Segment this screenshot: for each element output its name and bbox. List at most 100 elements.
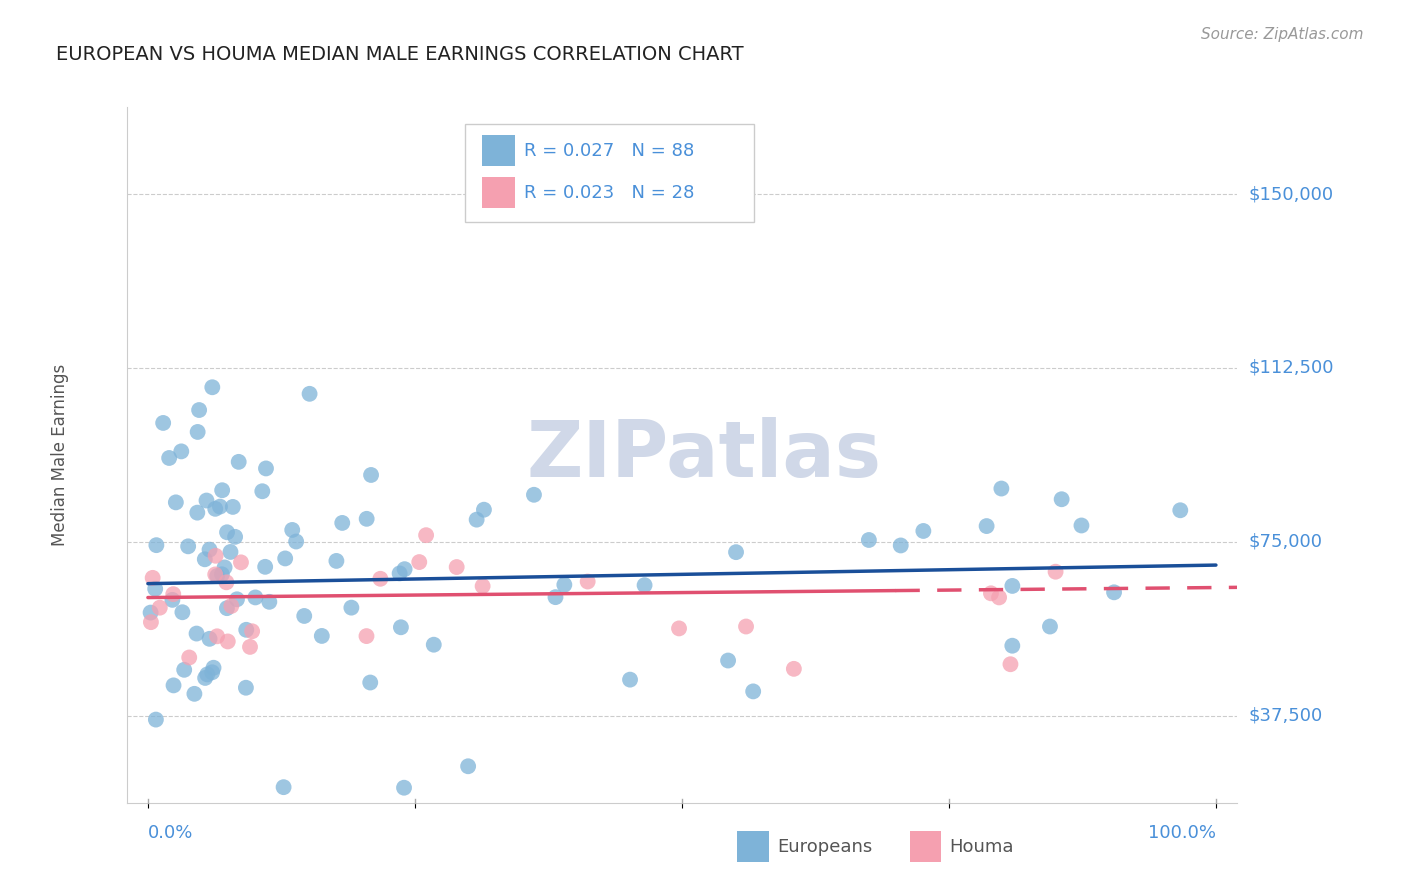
Point — [139, 606, 162, 620]
Point — [465, 513, 488, 527]
Point — [235, 681, 257, 695]
Bar — [482, 135, 515, 166]
Point — [195, 493, 218, 508]
Point — [215, 575, 238, 590]
Point — [186, 626, 208, 640]
Point — [229, 555, 252, 569]
Point — [858, 533, 880, 547]
Point — [457, 759, 479, 773]
Point — [208, 500, 231, 514]
Text: $150,000: $150,000 — [1249, 185, 1333, 203]
Point — [980, 586, 1002, 600]
Point — [292, 609, 315, 624]
Bar — [482, 177, 515, 208]
Point — [259, 595, 281, 609]
Point — [576, 574, 599, 589]
Point — [226, 592, 249, 607]
Point — [228, 455, 250, 469]
Point — [389, 620, 412, 634]
Point — [205, 629, 228, 643]
Point — [139, 615, 162, 629]
Point — [311, 629, 333, 643]
Point — [217, 634, 239, 648]
Point — [408, 555, 430, 569]
Point — [157, 450, 180, 465]
Text: $75,000: $75,000 — [1249, 533, 1323, 551]
Point — [912, 524, 935, 538]
Point — [281, 523, 304, 537]
Point — [177, 539, 200, 553]
Point — [340, 600, 363, 615]
Point — [717, 654, 740, 668]
Point — [152, 416, 174, 430]
Point — [394, 562, 416, 576]
Point — [162, 592, 184, 607]
Point — [274, 551, 297, 566]
Point — [149, 600, 172, 615]
Point — [890, 538, 912, 552]
Point — [172, 605, 194, 619]
Point — [173, 663, 195, 677]
Point — [783, 662, 806, 676]
Point — [162, 678, 184, 692]
Point — [359, 675, 381, 690]
Point — [619, 673, 641, 687]
Point — [446, 560, 468, 574]
Point — [211, 483, 233, 498]
Point — [356, 512, 378, 526]
Point — [198, 542, 221, 557]
Point — [211, 567, 233, 582]
Point — [222, 500, 245, 514]
Point — [1039, 619, 1062, 633]
Point — [990, 482, 1012, 496]
Point — [204, 567, 226, 582]
Point — [198, 632, 221, 646]
Point — [976, 519, 998, 533]
Point — [298, 386, 321, 401]
Point — [1070, 518, 1092, 533]
Point — [201, 380, 224, 394]
Point — [194, 671, 217, 685]
Point — [1050, 492, 1073, 507]
Point — [204, 549, 226, 563]
Point — [179, 650, 201, 665]
Point — [239, 640, 262, 654]
Point — [544, 590, 567, 604]
Point — [988, 591, 1011, 605]
Point — [370, 572, 392, 586]
Point — [221, 599, 243, 613]
Point — [1045, 565, 1067, 579]
Text: Europeans: Europeans — [778, 838, 873, 855]
Text: R = 0.027   N = 88: R = 0.027 N = 88 — [524, 142, 695, 160]
Point — [735, 619, 758, 633]
Point — [356, 629, 378, 643]
Point — [254, 461, 277, 475]
Point — [553, 578, 575, 592]
Text: R = 0.023   N = 28: R = 0.023 N = 28 — [524, 184, 695, 202]
Point — [201, 665, 224, 680]
Point — [273, 780, 295, 794]
Point — [143, 582, 166, 596]
Point — [668, 621, 690, 635]
Point — [214, 560, 236, 574]
Text: 100.0%: 100.0% — [1147, 823, 1216, 842]
Point — [145, 713, 167, 727]
Text: ZIPatlas: ZIPatlas — [527, 417, 882, 493]
Point — [142, 571, 165, 585]
Point — [183, 687, 205, 701]
Text: $37,500: $37,500 — [1249, 706, 1323, 725]
Point — [165, 495, 187, 509]
Point — [170, 444, 193, 458]
Text: 0.0%: 0.0% — [148, 823, 193, 842]
Point — [325, 554, 347, 568]
Point — [742, 684, 765, 698]
Text: Median Male Earnings: Median Male Earnings — [51, 364, 69, 546]
Point — [252, 484, 274, 499]
Point — [186, 506, 208, 520]
Point — [471, 579, 494, 593]
Point — [1168, 503, 1191, 517]
Point — [1000, 657, 1022, 672]
Point — [194, 552, 217, 566]
Point — [162, 587, 184, 601]
Point — [633, 578, 655, 592]
